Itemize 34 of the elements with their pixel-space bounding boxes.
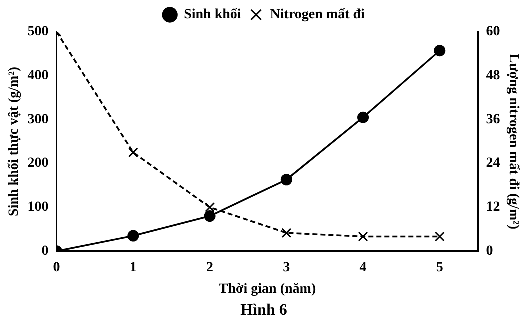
y2-tick-label: 12: [486, 200, 500, 216]
y-tick-label: 300: [28, 112, 49, 128]
y2-tick-label: 48: [486, 68, 500, 84]
x-tick-label: 3: [283, 260, 290, 276]
y2-tick-label: 36: [486, 112, 500, 128]
legend-label: Nitrogen mất đi: [270, 8, 366, 23]
point: [358, 232, 368, 242]
point: [205, 202, 216, 213]
y-tick-label: 0: [42, 244, 49, 260]
legend-label: Sinh khối: [184, 8, 242, 23]
point: [282, 228, 292, 238]
y-tick-label: 200: [28, 156, 49, 172]
x-tick-label: 2: [206, 260, 214, 276]
x-tick-label: 0: [53, 260, 60, 276]
point: [358, 112, 370, 124]
y2-tick-label: 0: [486, 244, 494, 260]
y-axis-title: Sinh khối thực vật (g/m²): [7, 66, 22, 216]
point: [280, 174, 292, 186]
x-axis-title: Thời gian (năm): [218, 282, 316, 298]
y-tick-label: 400: [28, 68, 49, 84]
y2-axis-title: Lượng nitrogen mất đi (g/m²): [506, 54, 521, 230]
point: [128, 148, 138, 158]
y2-tick-label: 24: [486, 156, 500, 172]
y2-tick-label: 60: [486, 24, 500, 40]
point: [434, 45, 446, 57]
point: [434, 232, 445, 242]
y-tick-label: 500: [28, 24, 49, 40]
text: Hình 6: [240, 302, 288, 320]
x-tick-label: 5: [436, 260, 444, 276]
point: [128, 230, 140, 242]
y-tick-label: 100: [28, 200, 49, 216]
x-tick-label: 4: [360, 260, 367, 276]
x-tick-label: 1: [130, 260, 137, 276]
point: [204, 210, 216, 222]
